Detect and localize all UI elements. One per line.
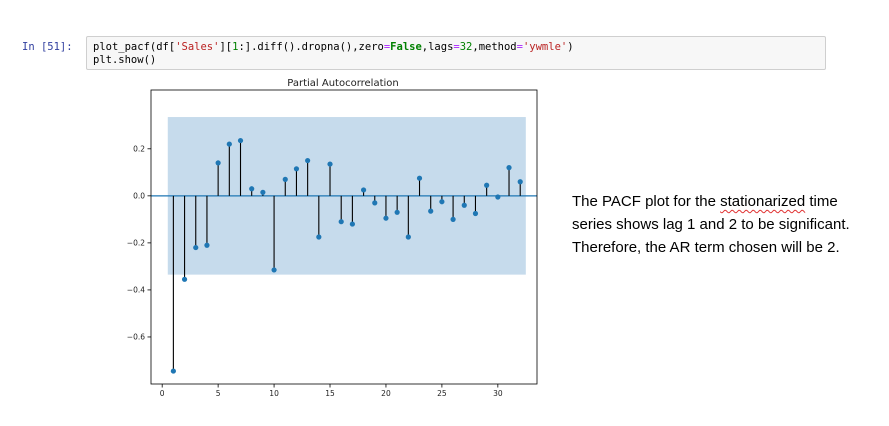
cell-output: Partial Autocorrelation 0 5 10 15 20 25 30 −0.6…	[86, 72, 556, 402]
marker-lag-18	[360, 187, 367, 193]
marker-lag-27	[461, 202, 467, 208]
x-tick-label: 25	[437, 389, 447, 398]
marker-lag-1	[170, 368, 176, 374]
marker-lag-28	[472, 210, 479, 217]
marker-lag-2	[181, 276, 188, 282]
x-tick-label: 30	[493, 389, 503, 398]
marker-lag-9	[260, 189, 266, 195]
y-tick-label: 0.0	[133, 191, 145, 200]
x-tick-label: 15	[325, 389, 335, 398]
code-string: 'Sales'	[175, 41, 220, 53]
marker-lag-3	[193, 244, 199, 251]
marker-lag-12	[293, 166, 300, 172]
plot-frame	[150, 89, 538, 385]
x-tick-label: 10	[269, 389, 279, 398]
marker-lag-23	[416, 175, 423, 181]
y-tick-label: −0.4	[127, 286, 145, 295]
marker-lag-30	[495, 194, 501, 200]
code-operator: =	[453, 41, 460, 53]
code-text: ,method	[472, 41, 517, 53]
code-number: 32	[459, 41, 473, 53]
x-tick-label: 20	[381, 389, 391, 398]
marker-lag-13	[305, 157, 311, 164]
x-tick-label: 5	[216, 389, 221, 398]
marker-lag-16	[338, 219, 344, 225]
caption-line-1-a: The PACF plot for the	[572, 193, 721, 210]
marker-lag-20	[383, 215, 389, 221]
caption-line-3: Therefore, the AR term chosen will be 2.	[572, 239, 840, 256]
code-keyword: False	[390, 41, 422, 53]
marker-lag-8	[249, 186, 255, 192]
marker-lag-31	[506, 165, 512, 171]
marker-lag-6	[226, 141, 232, 147]
code-text: :].diff().dropna(),zero	[238, 41, 384, 53]
marker-lag-4	[204, 242, 210, 248]
y-tick-label: −0.6	[127, 333, 145, 342]
marker-lag-29	[484, 182, 490, 188]
marker-lag-14	[316, 234, 322, 240]
marker-lag-32	[517, 179, 523, 185]
code-string: 'ywmle'	[522, 41, 568, 53]
code-text: plot_pacf(df[	[93, 41, 176, 53]
marker-lag-19	[372, 200, 378, 206]
caption-line-1-c: time	[805, 193, 838, 210]
marker-lag-15	[327, 161, 333, 167]
code-operator: =	[383, 41, 391, 53]
caption-line-1: The PACF plot for the stationarized time	[572, 190, 872, 213]
marker-lag-11	[282, 176, 288, 182]
code-number: 1	[232, 41, 239, 53]
marker-lag-17	[349, 221, 355, 227]
spellcheck-word: stationarized	[720, 193, 806, 210]
code-text: ][	[219, 41, 233, 53]
code-operator: =	[516, 41, 523, 53]
chart-title: Partial Autocorrelation	[287, 78, 398, 89]
code-line-2: plt.show()	[93, 54, 157, 66]
marker-lag-5	[215, 160, 221, 166]
marker-lag-22	[405, 234, 411, 240]
marker-lag-21	[394, 209, 400, 215]
code-text: ,lags	[421, 41, 454, 53]
marker-lag-26	[450, 216, 456, 222]
y-tick-label: 0.2	[133, 144, 145, 153]
marker-lag-10	[271, 267, 277, 273]
marker-lag-7	[237, 137, 244, 144]
y-tick-label: −0.2	[127, 238, 145, 247]
caption-line-2: series shows lag 1 and 2 to be significa…	[572, 216, 850, 233]
pacf-chart: Partial Autocorrelation 0 5 10 15 20 25 30 −0.6…	[127, 78, 538, 398]
code-cell-input[interactable]: plot_pacf(df['Sales'][1:].diff().dropna(…	[86, 36, 826, 70]
marker-lag-25	[439, 199, 445, 205]
x-tick-label: 0	[160, 389, 165, 398]
cell-prompt: In [51]:	[22, 41, 73, 53]
marker-lag-24	[428, 208, 434, 214]
code-text: )	[567, 41, 574, 53]
caption-text: The PACF plot for the stationarized time…	[572, 190, 872, 259]
